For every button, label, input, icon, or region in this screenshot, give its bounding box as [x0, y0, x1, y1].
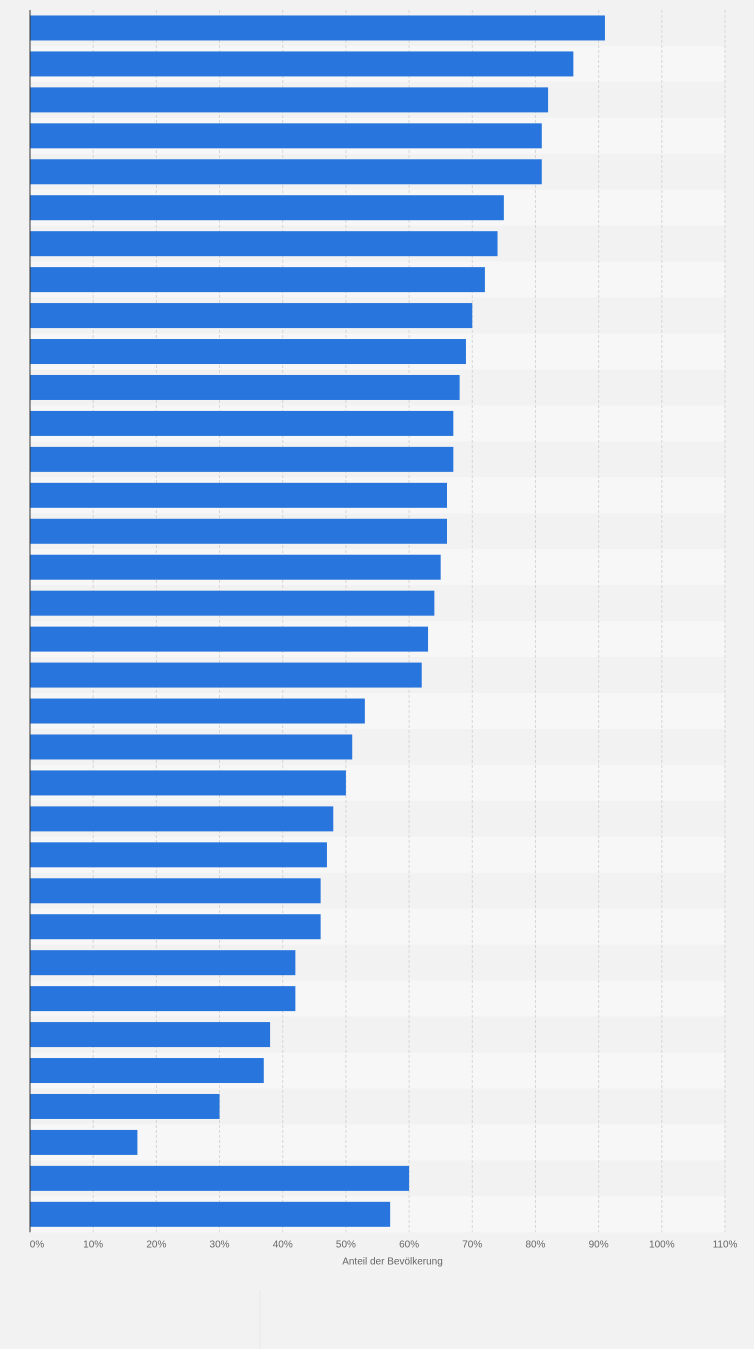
bar[interactable]	[30, 15, 605, 41]
bar[interactable]	[30, 410, 454, 436]
bar[interactable]	[30, 842, 327, 868]
bar[interactable]	[30, 986, 296, 1012]
bar[interactable]	[30, 339, 466, 365]
bar[interactable]	[30, 51, 574, 77]
x-tick-label: 20%	[146, 1239, 166, 1250]
bar[interactable]	[30, 698, 365, 724]
bar[interactable]	[30, 590, 435, 616]
bar[interactable]	[30, 195, 504, 221]
bar[interactable]	[30, 662, 422, 688]
bar[interactable]	[30, 950, 296, 976]
bar[interactable]	[30, 87, 549, 113]
x-tick-label: 40%	[273, 1239, 293, 1250]
bar[interactable]	[30, 446, 454, 472]
gridlines	[92, 10, 726, 1233]
x-tick-label: 100%	[649, 1239, 675, 1250]
bar[interactable]	[30, 231, 498, 257]
row-bands	[30, 10, 725, 1233]
bar[interactable]	[30, 1093, 220, 1119]
bar[interactable]	[30, 123, 542, 149]
row-band	[30, 1124, 725, 1161]
bar[interactable]	[30, 159, 542, 185]
x-tick-label: 80%	[525, 1239, 545, 1250]
bar[interactable]	[30, 770, 346, 796]
bar[interactable]	[30, 267, 485, 293]
bar[interactable]	[30, 626, 429, 652]
bar[interactable]	[30, 914, 321, 940]
bar[interactable]	[30, 1129, 138, 1155]
bar-series	[30, 15, 605, 1227]
bar[interactable]	[30, 878, 321, 904]
bar[interactable]	[30, 1165, 410, 1191]
bar[interactable]	[30, 806, 334, 832]
x-axis-ticks: 0% 10% 20% 30% 40% 50% 60% 70% 80% 90% 100% 110%	[30, 1239, 738, 1250]
bar[interactable]	[30, 303, 473, 329]
bar[interactable]	[30, 554, 441, 580]
bar[interactable]	[30, 374, 460, 400]
x-tick-label: 70%	[462, 1239, 482, 1250]
bar[interactable]	[30, 482, 447, 508]
x-tick-label: 30%	[210, 1239, 230, 1250]
x-axis-title: Anteil der Bevölkerung	[342, 1256, 443, 1267]
x-tick-label: 110%	[713, 1239, 738, 1250]
bar[interactable]	[30, 1201, 391, 1227]
bar[interactable]	[30, 518, 447, 544]
x-tick-label: 50%	[336, 1239, 356, 1250]
x-tick-label: 10%	[83, 1239, 103, 1250]
x-tick-label: 0%	[30, 1239, 45, 1250]
x-tick-label: 90%	[589, 1239, 609, 1250]
bar[interactable]	[30, 1058, 264, 1084]
bar[interactable]	[30, 734, 353, 760]
x-tick-label: 60%	[399, 1239, 419, 1250]
bar[interactable]	[30, 1022, 271, 1048]
